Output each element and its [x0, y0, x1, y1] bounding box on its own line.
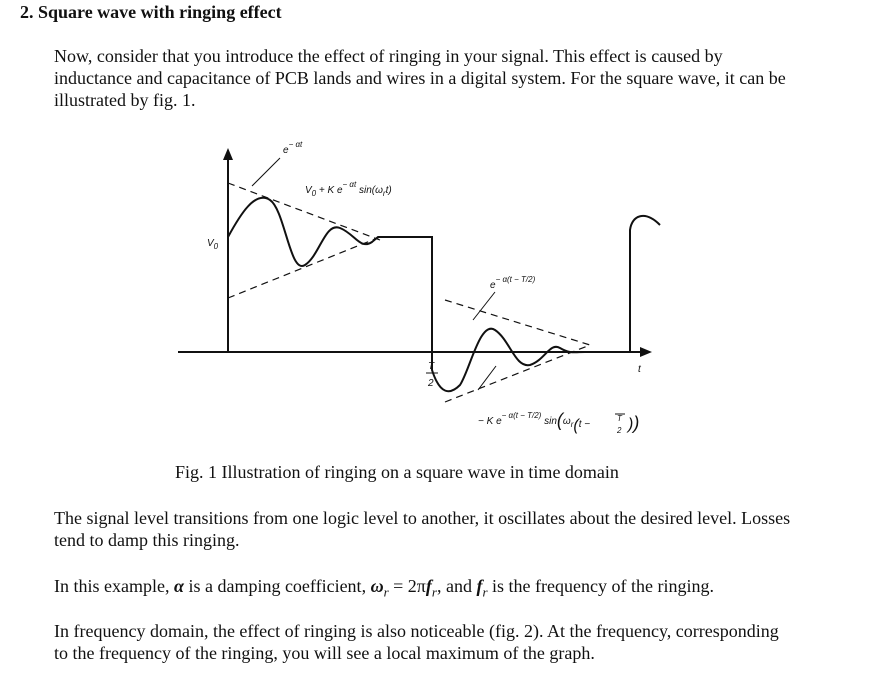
text: In this example, — [54, 576, 174, 596]
label-part: 2 — [616, 426, 622, 435]
text: f — [476, 576, 483, 596]
label: 2 — [427, 378, 434, 389]
label-part: ( — [557, 410, 565, 430]
figure: e− αt V0 + K e− αt sin(ωrt) V0 e− α(t − … — [178, 140, 661, 435]
label-part: ( — [573, 417, 580, 434]
caption: Fig. 1 Illustration of ringing on a squa… — [175, 462, 619, 482]
pointer — [251, 157, 281, 187]
label-part: 0 — [214, 242, 219, 251]
text-line: inductance and capacitance of PCB lands … — [54, 68, 786, 88]
text: , and — [436, 576, 477, 596]
label: − K e− α(t − T/2) sin(ωr(t − T 2)) — [478, 410, 639, 435]
label-part: V — [207, 238, 215, 249]
label-part: sin(ω — [356, 185, 383, 196]
label-part: V — [305, 185, 313, 196]
text-line: tend to damp this ringing. — [54, 530, 240, 550]
text-line: The signal level transitions from one lo… — [54, 508, 791, 528]
text: = 2π — [388, 576, 426, 596]
envelope — [227, 236, 381, 299]
label-part: ) — [631, 413, 639, 433]
text: α — [173, 576, 184, 596]
paragraph: In frequency domain, the effect of ringi… — [54, 620, 779, 664]
envelope — [227, 182, 381, 241]
label-part: 0 — [312, 189, 317, 198]
label: e− αt — [283, 140, 303, 156]
text-line: Now, consider that you introduce the eff… — [54, 46, 723, 66]
label-part: − K e — [478, 416, 502, 427]
label-part: − αt — [289, 140, 303, 149]
text-line: In frequency domain, the effect of ringi… — [54, 621, 779, 641]
label: e− α(t − T/2) — [490, 275, 536, 291]
axis-arrow — [223, 148, 233, 160]
subscript: r — [383, 584, 389, 600]
axis-arrow — [640, 347, 652, 357]
text: ω — [370, 576, 384, 596]
paragraph: In this example, α is a damping coeffici… — [54, 575, 714, 604]
intro: Now, consider that you introduce the eff… — [54, 45, 786, 111]
subscript: r — [431, 584, 437, 600]
label-part: e — [490, 280, 496, 291]
text: f — [425, 576, 432, 596]
label: t — [638, 364, 642, 375]
label: V0 + K e− αt sin(ωrt) — [305, 180, 392, 198]
label-part: T — [617, 414, 623, 423]
paragraph: The signal level transitions from one lo… — [54, 507, 790, 551]
waveform — [227, 196, 661, 393]
text-line: to the frequency of the ringing, you wil… — [54, 643, 595, 663]
label: T — [428, 361, 435, 372]
label-part: e — [283, 145, 289, 156]
heading: 2. Square wave with ringing effect — [20, 2, 282, 22]
pointer — [472, 291, 496, 321]
label-part: ) — [626, 416, 633, 433]
label-part: sin — [541, 416, 557, 427]
label-part: − α(t − T/2) — [502, 411, 542, 420]
text-line: illustrated by fig. 1. — [54, 90, 196, 110]
label-part: − αt — [343, 180, 357, 189]
text: is the frequency of the ringing. — [487, 576, 714, 596]
label-part: + K e — [316, 185, 343, 196]
text: is a damping coefficient, — [183, 576, 371, 596]
label-part: t) — [386, 185, 392, 196]
label-part: r — [383, 189, 386, 198]
subscript: r — [482, 584, 488, 600]
envelope — [444, 299, 591, 346]
label-part: r — [571, 420, 574, 429]
label: V0 — [207, 238, 219, 251]
pointer — [477, 365, 497, 391]
label-part: − α(t − T/2) — [496, 275, 536, 284]
label-part: ω — [563, 416, 571, 427]
label-part: t − — [579, 419, 593, 430]
envelope — [444, 344, 591, 403]
